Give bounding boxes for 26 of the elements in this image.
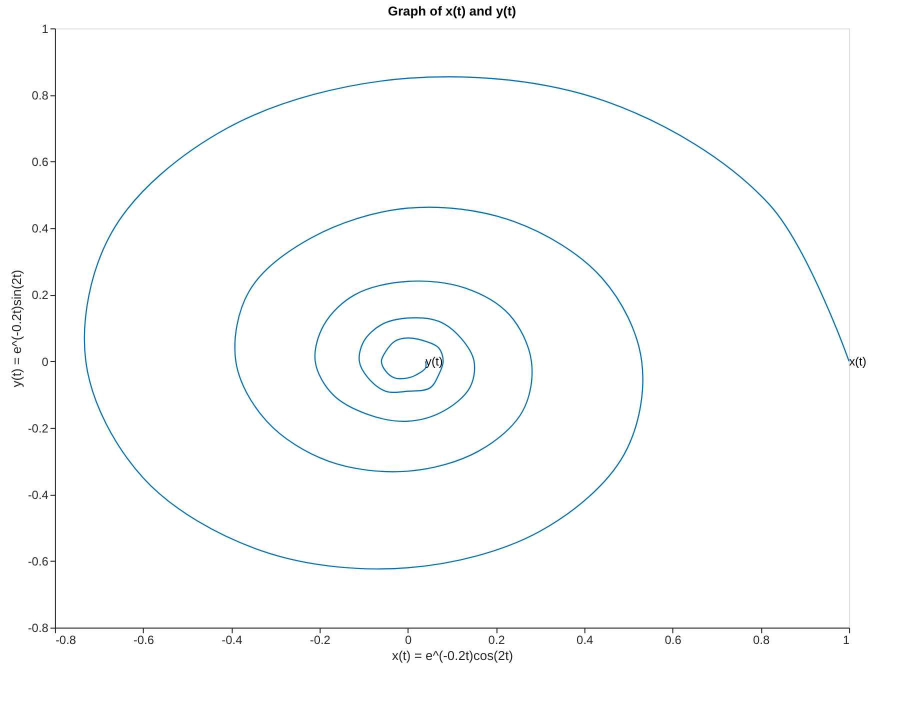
y-tick-label: 0.8 — [32, 88, 49, 102]
y-tick-label: 0.4 — [32, 222, 49, 236]
y-tick-label: -0.2 — [28, 421, 49, 436]
x-tick-label: -0.6 — [133, 633, 154, 648]
x-axis-title: x(t) = e^(-0.2t)cos(2t) — [392, 648, 514, 664]
y-tick-label: -0.6 — [28, 554, 49, 569]
chart-title: Graph of x(t) and y(t) — [388, 3, 516, 18]
x-tick-label: -0.4 — [222, 633, 243, 648]
x-tick-label: -0.8 — [55, 633, 76, 648]
y-tick-label: -0.8 — [28, 621, 49, 636]
y-tick-label: 0.6 — [32, 155, 49, 170]
x-tick-label: 0.6 — [664, 633, 682, 648]
annotation: y(t) — [426, 354, 443, 368]
y-axis-title: y(t) = e^(-0.2t)sin(2t) — [8, 270, 24, 388]
annotation: x(t) — [849, 354, 866, 368]
x-tick-label: 0.2 — [488, 633, 506, 648]
y-tick-label: 1 — [42, 22, 49, 36]
x-tick-label: -0.2 — [310, 633, 331, 648]
y-tick-label: 0 — [42, 354, 49, 369]
line-series — [84, 76, 850, 570]
y-tick-label: 0.2 — [32, 288, 49, 302]
x-tick-label: 0 — [405, 633, 412, 648]
y-tick-label: -0.4 — [28, 488, 49, 502]
x-tick-label: 0.8 — [753, 633, 770, 648]
x-tick-label: 1 — [842, 633, 850, 648]
x-tick-label: 0.4 — [576, 633, 594, 648]
